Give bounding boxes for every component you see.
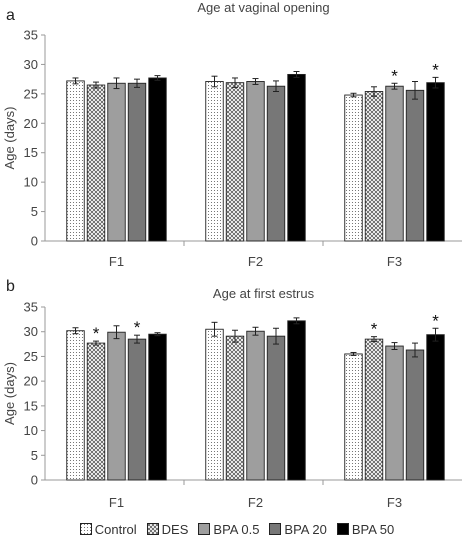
- legend: Control DES BPA 0.5 BPA 20 BPA 50: [0, 519, 474, 539]
- bar: [405, 89, 425, 242]
- y-tick-label: 30: [24, 57, 38, 72]
- legend-swatch: [79, 523, 92, 535]
- bar: [66, 80, 85, 242]
- y-tick-label: 30: [24, 324, 38, 339]
- legend-swatch: [198, 523, 211, 535]
- y-tick-label: 25: [24, 86, 38, 101]
- y-tick-label: 20: [24, 116, 38, 131]
- y-tick-label: 10: [24, 423, 38, 438]
- legend-swatch: [269, 523, 282, 535]
- y-tick-label: 5: [31, 204, 38, 219]
- significance-marker: *: [371, 320, 378, 339]
- y-tick-label: 10: [24, 175, 38, 190]
- bar: [364, 91, 384, 242]
- significance-marker: *: [134, 318, 141, 337]
- bar: [426, 82, 445, 242]
- bar: [205, 81, 224, 242]
- y-axis-label: Age (days): [2, 362, 17, 425]
- x-tick-label: F2: [248, 495, 263, 510]
- x-tick-label: F3: [387, 254, 402, 269]
- significance-marker: *: [93, 324, 100, 343]
- bar: [127, 82, 147, 242]
- x-tick-label: F1: [109, 495, 124, 510]
- legend-item: BPA 50: [336, 521, 395, 537]
- significance-marker: *: [391, 66, 398, 85]
- y-axis-label: Age (days): [2, 107, 17, 170]
- y-tick-label: 15: [24, 398, 38, 413]
- chart-panel-a: a Age at vaginal opening Age (days) 0 5 10 15 2…: [2, 0, 462, 269]
- bar: [344, 353, 363, 481]
- bar: [287, 320, 306, 481]
- x-tick-label: F3: [387, 495, 402, 510]
- bar: [225, 82, 245, 242]
- bar: [385, 85, 404, 242]
- bar: [107, 82, 126, 242]
- y-tick-label: 0: [31, 234, 38, 249]
- legend-label: DES: [161, 521, 189, 537]
- legend-item: BPA 0.5: [198, 522, 259, 537]
- bar: [266, 85, 286, 242]
- bar: [266, 335, 286, 481]
- bar: [246, 330, 265, 481]
- bar: [148, 77, 167, 242]
- legend-item: Control: [79, 521, 137, 537]
- bar: [205, 328, 224, 481]
- y-tick-label: 25: [24, 349, 38, 364]
- bar: [127, 338, 147, 481]
- bar: [107, 331, 126, 481]
- bar: [246, 81, 265, 242]
- x-tick-label: F1: [109, 254, 124, 269]
- bar: [344, 94, 363, 242]
- significance-marker: *: [432, 60, 439, 79]
- bar: [86, 84, 106, 242]
- y-tick-label: 20: [24, 374, 38, 389]
- legend-swatch: [146, 523, 159, 535]
- chart-panel-b: b Age at first estrus Age (days) 0 5 10 15 20 25…: [2, 278, 462, 510]
- x-tick-label: F2: [248, 254, 263, 269]
- chart-title: Age at vaginal opening: [197, 0, 329, 15]
- bar: [405, 349, 425, 481]
- legend-label: BPA 20: [284, 521, 327, 537]
- legend-label: BPA 0.5: [213, 521, 260, 537]
- legend-label: BPA 50: [351, 521, 395, 537]
- panel-label: a: [6, 7, 15, 24]
- bar: [66, 330, 85, 481]
- y-tick-label: 35: [24, 300, 38, 315]
- chart-title: Age at first estrus: [213, 286, 315, 301]
- bar: [86, 342, 106, 481]
- bar: [364, 338, 384, 481]
- legend-item: BPA 20: [269, 521, 327, 537]
- bar: [225, 335, 245, 481]
- significance-marker: *: [432, 311, 439, 330]
- bar: [385, 345, 404, 481]
- legend-item: DES: [146, 521, 189, 537]
- y-tick-label: 35: [24, 28, 38, 43]
- panel-label: b: [6, 278, 15, 295]
- legend-label: Control: [94, 521, 137, 537]
- legend-swatch: [336, 523, 349, 535]
- bar: [426, 334, 445, 481]
- y-tick-label: 0: [31, 473, 38, 488]
- bar: [148, 333, 167, 481]
- bar: [287, 73, 306, 242]
- y-tick-label: 15: [24, 145, 38, 160]
- y-tick-label: 5: [31, 448, 38, 463]
